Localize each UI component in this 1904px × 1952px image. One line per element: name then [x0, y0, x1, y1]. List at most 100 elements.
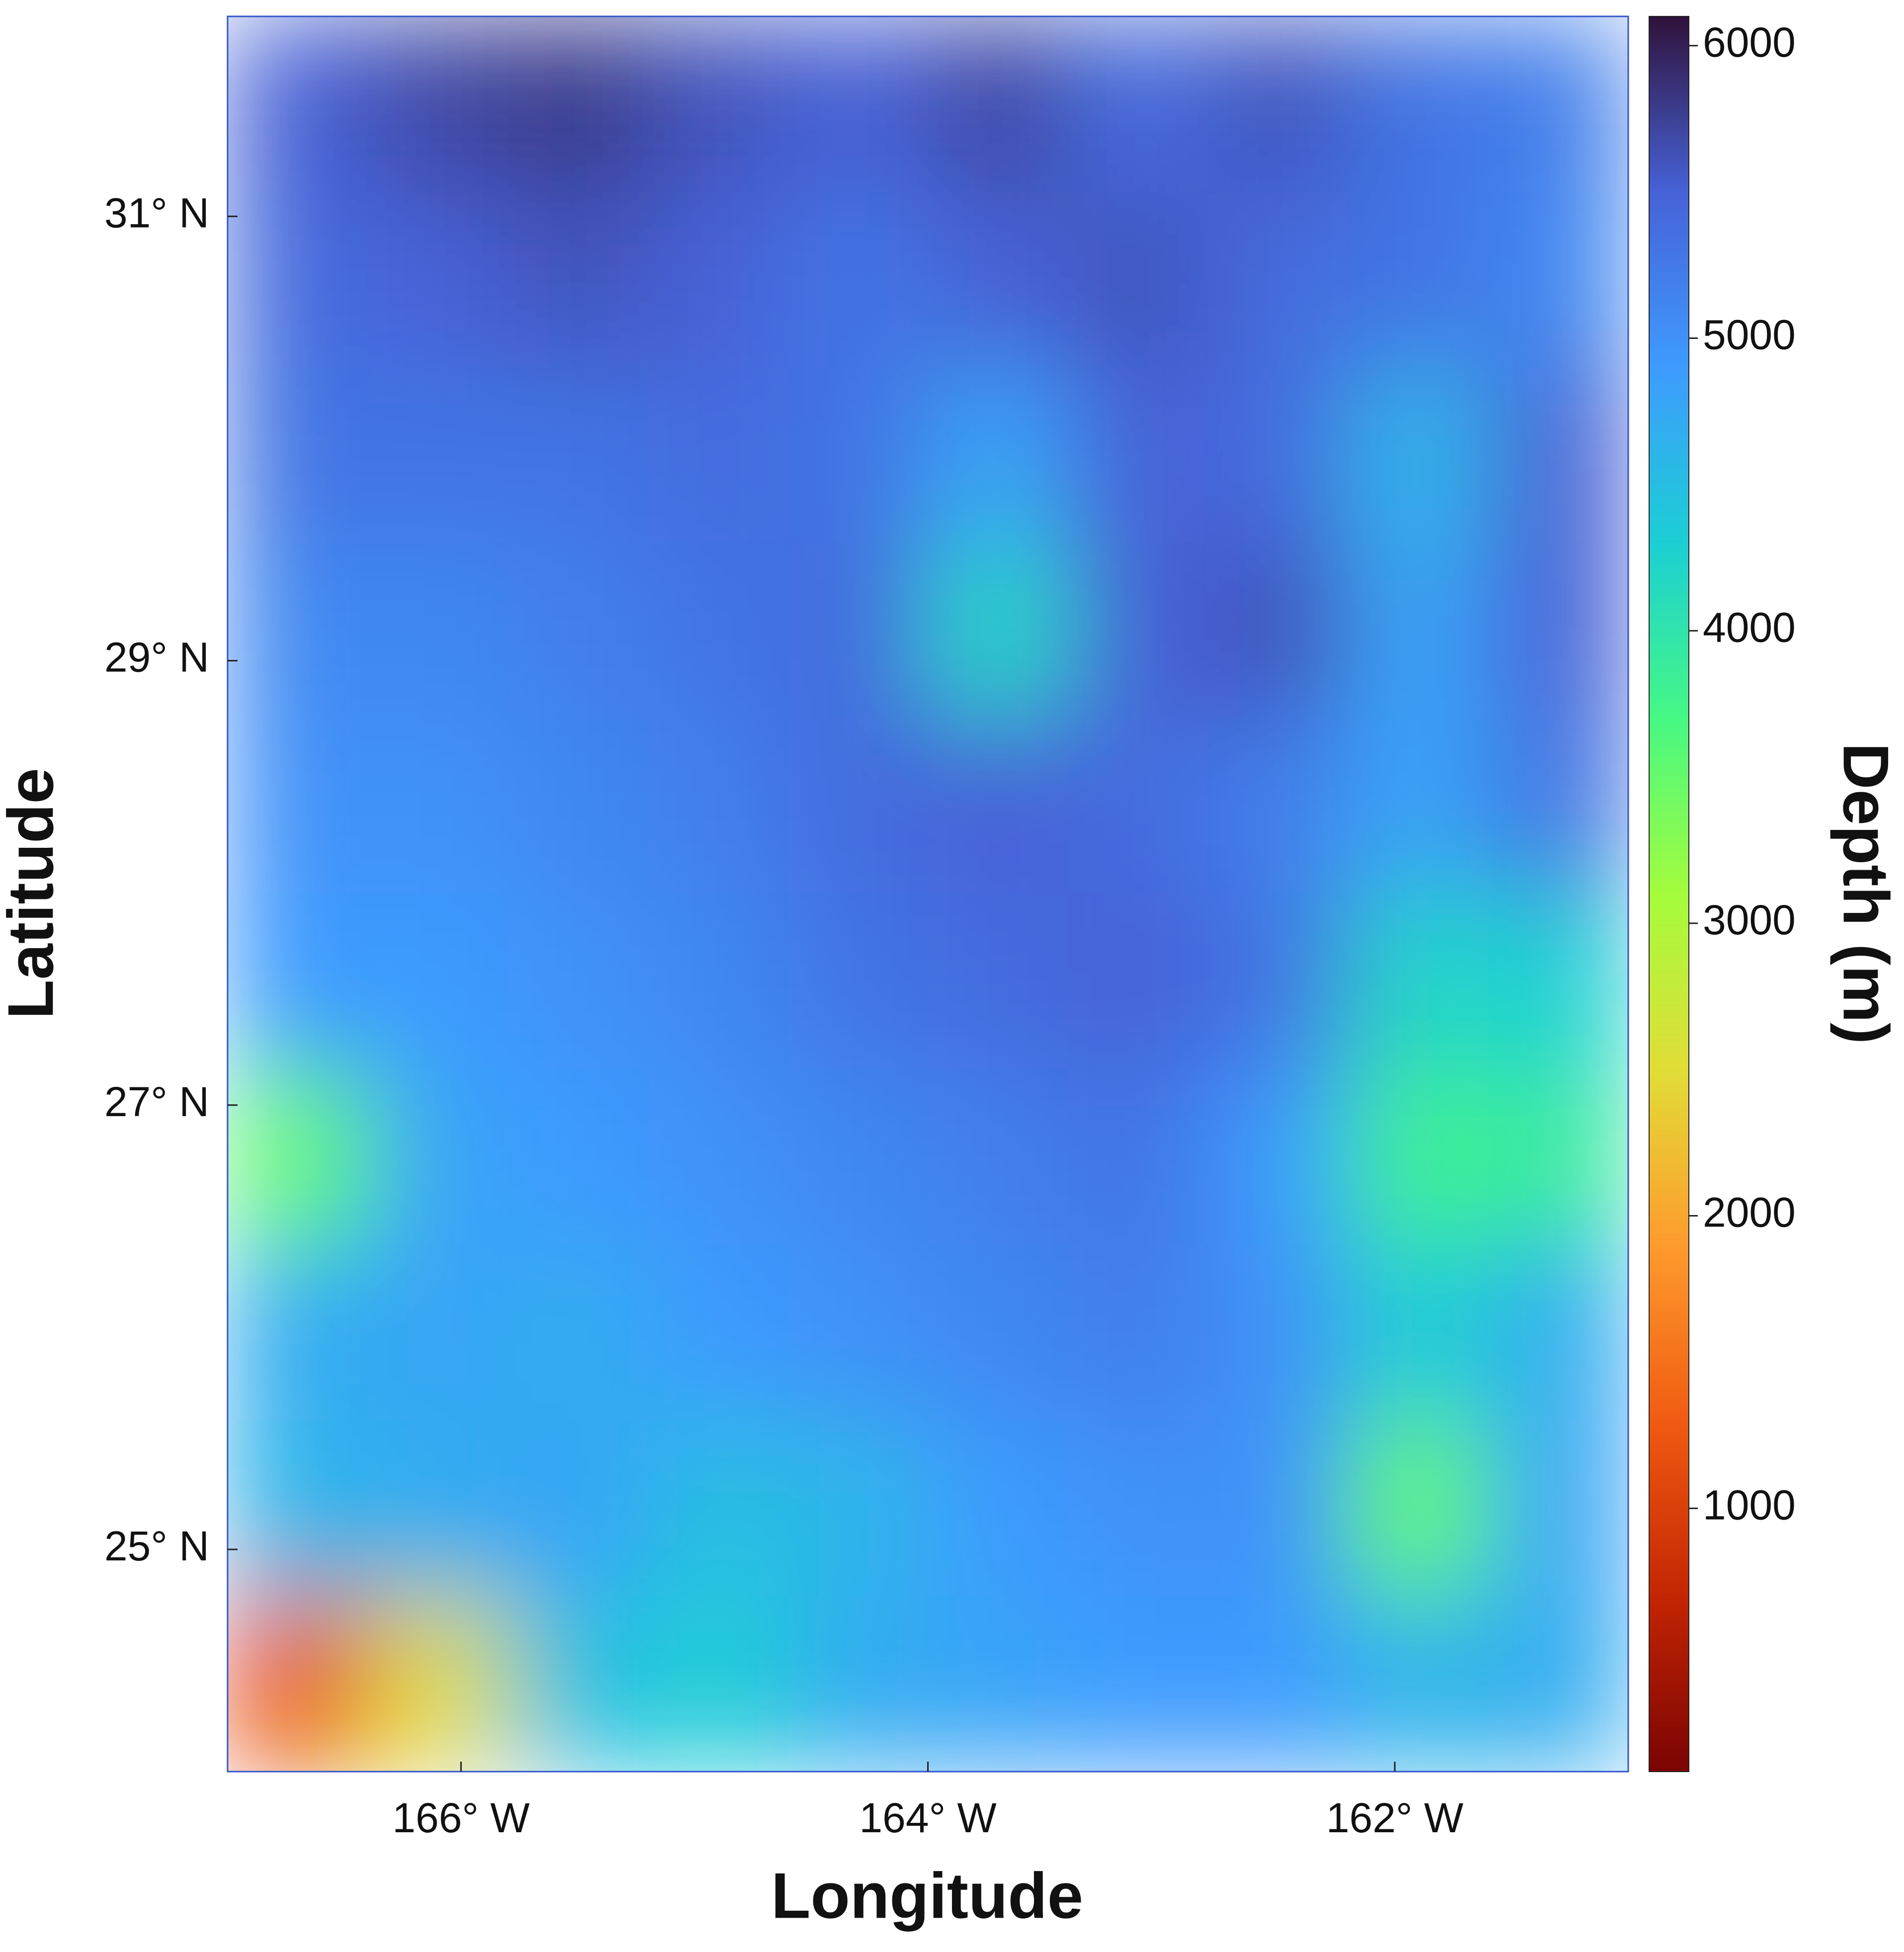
y-tick-label: 27° N	[104, 1078, 209, 1125]
depth-cell	[228, 543, 368, 719]
depth-cell	[367, 1596, 508, 1772]
depth-cell	[647, 718, 789, 895]
depth-cell	[228, 367, 368, 544]
depth-cell	[507, 1596, 648, 1772]
depth-cell	[647, 1069, 789, 1246]
colorbar-tick-label: 2000	[1703, 1189, 1796, 1236]
depth-cell	[788, 543, 929, 719]
depth-cell	[1068, 367, 1209, 544]
depth-cell	[788, 192, 929, 368]
depth-cell	[507, 894, 648, 1070]
depth-cell	[1488, 543, 1628, 719]
depth-cell	[647, 1420, 789, 1597]
depth-cell	[928, 1069, 1069, 1246]
depth-cell	[507, 16, 648, 193]
x-tick-label: 166° W	[393, 1794, 530, 1841]
depth-cell	[1348, 718, 1489, 895]
depth-cell	[647, 16, 789, 193]
depth-cell	[647, 192, 789, 368]
depth-cell	[507, 543, 648, 719]
colorbar-tick-label: 5000	[1703, 312, 1796, 358]
depth-cell	[788, 1069, 929, 1246]
depth-cell	[647, 1245, 789, 1421]
depth-cell	[1068, 16, 1209, 193]
depth-cell	[1488, 1069, 1628, 1246]
y-axis-title: Latitude	[0, 768, 67, 1019]
depth-cell	[928, 16, 1069, 193]
x-tick-label: 162° W	[1326, 1794, 1463, 1841]
colorbar	[1649, 16, 1689, 1772]
depth-cell	[1488, 894, 1628, 1070]
depth-cell	[1208, 1596, 1349, 1772]
colorbar-tick-label: 6000	[1703, 19, 1796, 66]
depth-cell	[228, 894, 368, 1070]
depth-cell	[367, 718, 508, 895]
depth-cell	[1208, 1420, 1349, 1597]
depth-cell	[788, 1420, 929, 1597]
depth-cell	[1348, 1596, 1489, 1772]
depth-cell	[1068, 718, 1209, 895]
depth-cell	[367, 1069, 508, 1246]
depth-cell	[1348, 1069, 1489, 1246]
depth-cell	[1348, 1420, 1489, 1597]
depth-cell	[788, 1245, 929, 1421]
depth-cell	[928, 718, 1069, 895]
depth-cell	[367, 1420, 508, 1597]
depth-cell	[228, 1596, 368, 1772]
depth-cell	[1068, 1596, 1209, 1772]
depth-cell	[788, 894, 929, 1070]
depth-cell	[228, 192, 368, 368]
depth-cell	[1068, 543, 1209, 719]
depth-cell	[507, 1420, 648, 1597]
depth-cell	[228, 16, 368, 193]
depth-cell	[507, 718, 648, 895]
depth-cell	[1068, 192, 1209, 368]
depth-cell	[367, 1245, 508, 1421]
depth-cell	[928, 1596, 1069, 1772]
depth-cell	[1348, 16, 1489, 193]
depth-cell	[928, 1245, 1069, 1421]
depth-cell	[507, 1245, 648, 1421]
depth-cell	[788, 367, 929, 544]
depth-cell	[1208, 192, 1349, 368]
depth-cell	[228, 1069, 368, 1246]
depth-cell	[647, 1596, 789, 1772]
depth-cell	[507, 192, 648, 368]
depth-cell	[928, 367, 1069, 544]
depth-cell	[1348, 367, 1489, 544]
depth-cell	[1488, 1420, 1628, 1597]
depth-cell	[507, 367, 648, 544]
depth-cell	[367, 543, 508, 719]
depth-cell	[1348, 1245, 1489, 1421]
depth-cell	[928, 543, 1069, 719]
depth-cell	[1068, 1245, 1209, 1421]
depth-cell	[928, 1420, 1069, 1597]
y-tick-label: 29° N	[104, 634, 209, 681]
depth-cell	[1068, 894, 1209, 1070]
depth-cell	[1208, 1069, 1349, 1246]
depth-cell	[647, 367, 789, 544]
depth-cell	[1208, 16, 1349, 193]
depth-cell	[1208, 1245, 1349, 1421]
y-tick-label: 31° N	[104, 190, 209, 237]
heatmap	[228, 16, 1628, 1772]
colorbar-tick-label: 4000	[1703, 604, 1796, 651]
depth-cell	[1488, 367, 1628, 544]
depth-cell	[1208, 718, 1349, 895]
depth-cell	[788, 16, 929, 193]
colorbar-title: Depth (m)	[1830, 743, 1903, 1045]
depth-cell	[1488, 16, 1628, 193]
depth-cell	[367, 16, 508, 193]
x-axis-title: Longitude	[771, 1859, 1083, 1932]
heatmap-cells	[228, 16, 1628, 1772]
depth-cell	[1208, 367, 1349, 544]
depth-cell	[788, 1596, 929, 1772]
depth-cell	[788, 718, 929, 895]
depth-cell	[1208, 894, 1349, 1070]
y-tick-label: 25° N	[104, 1523, 209, 1569]
depth-cell	[228, 1420, 368, 1597]
depth-cell	[1208, 543, 1349, 719]
depth-cell	[1488, 718, 1628, 895]
